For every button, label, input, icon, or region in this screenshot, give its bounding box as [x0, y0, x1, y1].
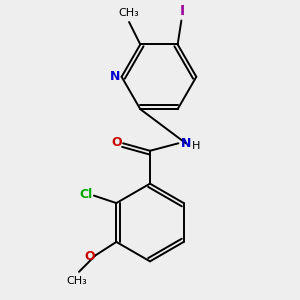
Text: Cl: Cl	[79, 188, 92, 201]
Text: N: N	[110, 70, 120, 83]
Text: N: N	[181, 137, 191, 150]
Text: CH₃: CH₃	[66, 276, 87, 286]
Text: I: I	[180, 4, 185, 18]
Text: O: O	[84, 250, 95, 262]
Text: CH₃: CH₃	[119, 8, 140, 18]
Text: O: O	[111, 136, 122, 149]
Text: H: H	[191, 140, 200, 151]
